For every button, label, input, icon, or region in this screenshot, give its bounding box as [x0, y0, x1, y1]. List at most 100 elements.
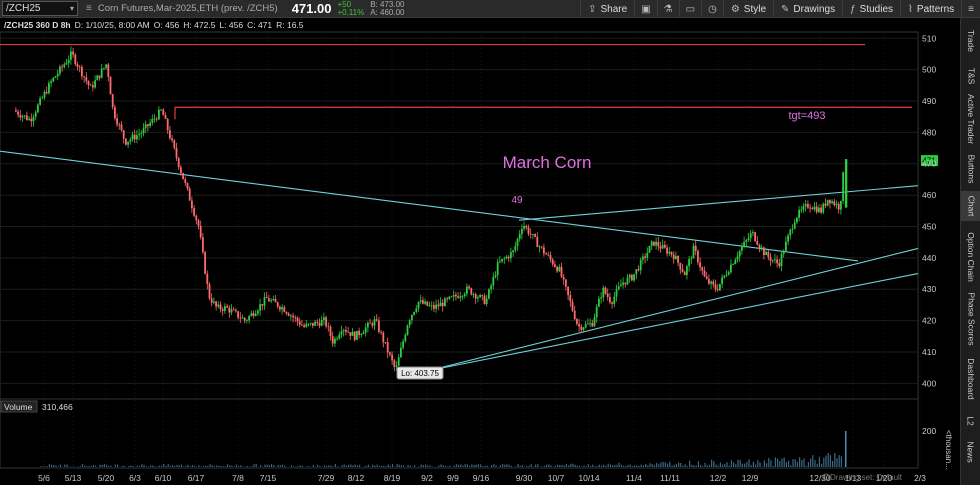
candle-body: [191, 200, 193, 209]
side-tab-l2[interactable]: L2: [961, 410, 980, 432]
candle-body: [195, 215, 198, 221]
candle-body: [778, 263, 781, 267]
candle-body: [367, 322, 369, 328]
volume-bar: [449, 465, 451, 467]
layout-button[interactable]: ▭: [678, 0, 701, 18]
volume-bar: [504, 464, 506, 467]
side-tab-phase-scores[interactable]: Phase Scores: [961, 290, 980, 348]
candle-body: [17, 111, 19, 115]
candle-body: [334, 338, 336, 344]
volume-bar: [642, 465, 644, 467]
candle-body: [67, 59, 70, 64]
side-tab-news[interactable]: News: [961, 438, 980, 466]
y-tick-label: 440: [922, 253, 936, 263]
flask-button[interactable]: ⚗: [656, 0, 679, 18]
candle-body: [21, 116, 24, 118]
side-tab-option-chain[interactable]: Option Chain: [961, 228, 980, 286]
candle-body: [661, 244, 664, 249]
candle-body: [791, 228, 794, 230]
more-menu-button[interactable]: ≡: [961, 0, 980, 18]
candle-body: [683, 271, 686, 276]
y-tick-label: 430: [922, 284, 936, 294]
share-button[interactable]: ⇪ Share: [580, 0, 634, 18]
candle-body: [239, 317, 242, 319]
downtrend-line[interactable]: [0, 150, 859, 262]
candle-body: [331, 336, 334, 344]
candle-body: [617, 286, 620, 290]
price-chart[interactable]: March Corn tgt=493 49 Lo: 403.75 471 400…: [0, 18, 960, 485]
volume-panel[interactable]: [0, 398, 919, 469]
y-axis[interactable]: 400 410 420 430 440 450 460 470 480 490 500 510: [922, 33, 936, 388]
candle-body: [70, 51, 72, 60]
candle-body: [127, 141, 129, 145]
side-tab-dashboard[interactable]: Dashboard: [961, 353, 980, 405]
patterns-button[interactable]: ⌇ Patterns: [900, 0, 961, 18]
volume-bar: [189, 466, 191, 467]
target-annotation: tgt=493: [788, 110, 825, 122]
volume-bar: [623, 465, 625, 467]
volume-bar: [167, 464, 169, 467]
candle-body: [620, 284, 622, 287]
candle-body: [232, 309, 235, 311]
volume-bar: [46, 466, 48, 467]
studies-button[interactable]: ƒ Studies: [842, 0, 900, 18]
candle-body: [721, 277, 723, 284]
candle-body: [149, 122, 151, 127]
candle-body: [835, 203, 838, 206]
candle-body: [430, 305, 433, 307]
candle-body: [221, 309, 224, 311]
symbol-selector[interactable]: /ZCH25 ▾: [2, 1, 78, 16]
candle-body: [490, 285, 492, 290]
rising-support-line-1[interactable]: [427, 247, 919, 372]
volume-spike-bar: [844, 431, 847, 467]
style-button[interactable]: ⚙ Style: [722, 0, 773, 18]
candle-body: [318, 322, 321, 326]
side-tab-chart[interactable]: Chart: [961, 191, 980, 221]
candle-body: [613, 296, 616, 304]
alert-button[interactable]: ◷: [701, 0, 723, 18]
x-axis[interactable]: 5/6 5/13 5/20 6/3 6/10 6/17 7/8 7/15 7/29 8/12 8/1…: [38, 473, 926, 483]
upper-channel-line[interactable]: [518, 185, 919, 221]
volume-bar: [675, 464, 677, 467]
candle-body: [243, 317, 246, 321]
candle-body: [186, 182, 189, 189]
side-tab-trade[interactable]: Trade: [961, 24, 980, 58]
candle-body: [831, 201, 833, 204]
candle-body: [549, 255, 552, 260]
drawing-set-icon[interactable]: [822, 473, 830, 481]
volume-bar: [359, 464, 361, 467]
candle-body: [426, 301, 429, 306]
side-tab-active-trader[interactable]: Active Trader: [961, 90, 980, 148]
volume-bar: [748, 459, 750, 467]
volume-bar: [634, 465, 636, 467]
volume-bar: [224, 466, 226, 467]
side-tab-buttons[interactable]: Buttons: [961, 151, 980, 187]
rising-support-line-2[interactable]: [427, 272, 919, 372]
volume-bar: [264, 464, 266, 467]
volume-bar: [235, 464, 237, 467]
candle-body: [202, 237, 204, 253]
candle-body: [804, 204, 807, 207]
candle-body: [166, 118, 169, 131]
drawings-button[interactable]: ✎ Drawings: [773, 0, 842, 18]
candle-body: [818, 207, 820, 213]
candle-body: [637, 269, 640, 271]
candle-body: [560, 266, 563, 277]
side-tab-t-s[interactable]: T&S: [961, 64, 980, 88]
candle-body: [56, 73, 59, 77]
price-panel[interactable]: [0, 31, 919, 400]
candle-body: [78, 66, 81, 68]
volume-bar: [398, 464, 400, 467]
count-annotation: 49: [511, 195, 523, 206]
candle-body: [738, 250, 741, 257]
chart-settings-icon[interactable]: ≡: [86, 3, 92, 14]
candle-body: [92, 85, 94, 88]
candle-body: [314, 321, 316, 326]
volume-bar: [572, 463, 574, 467]
y-tick-label: 400: [922, 378, 936, 388]
volume-bar: [774, 457, 776, 467]
candle-body: [699, 262, 701, 268]
volume-bar: [240, 465, 242, 467]
grid-button[interactable]: ▣: [634, 0, 656, 18]
candle-body: [587, 323, 589, 325]
